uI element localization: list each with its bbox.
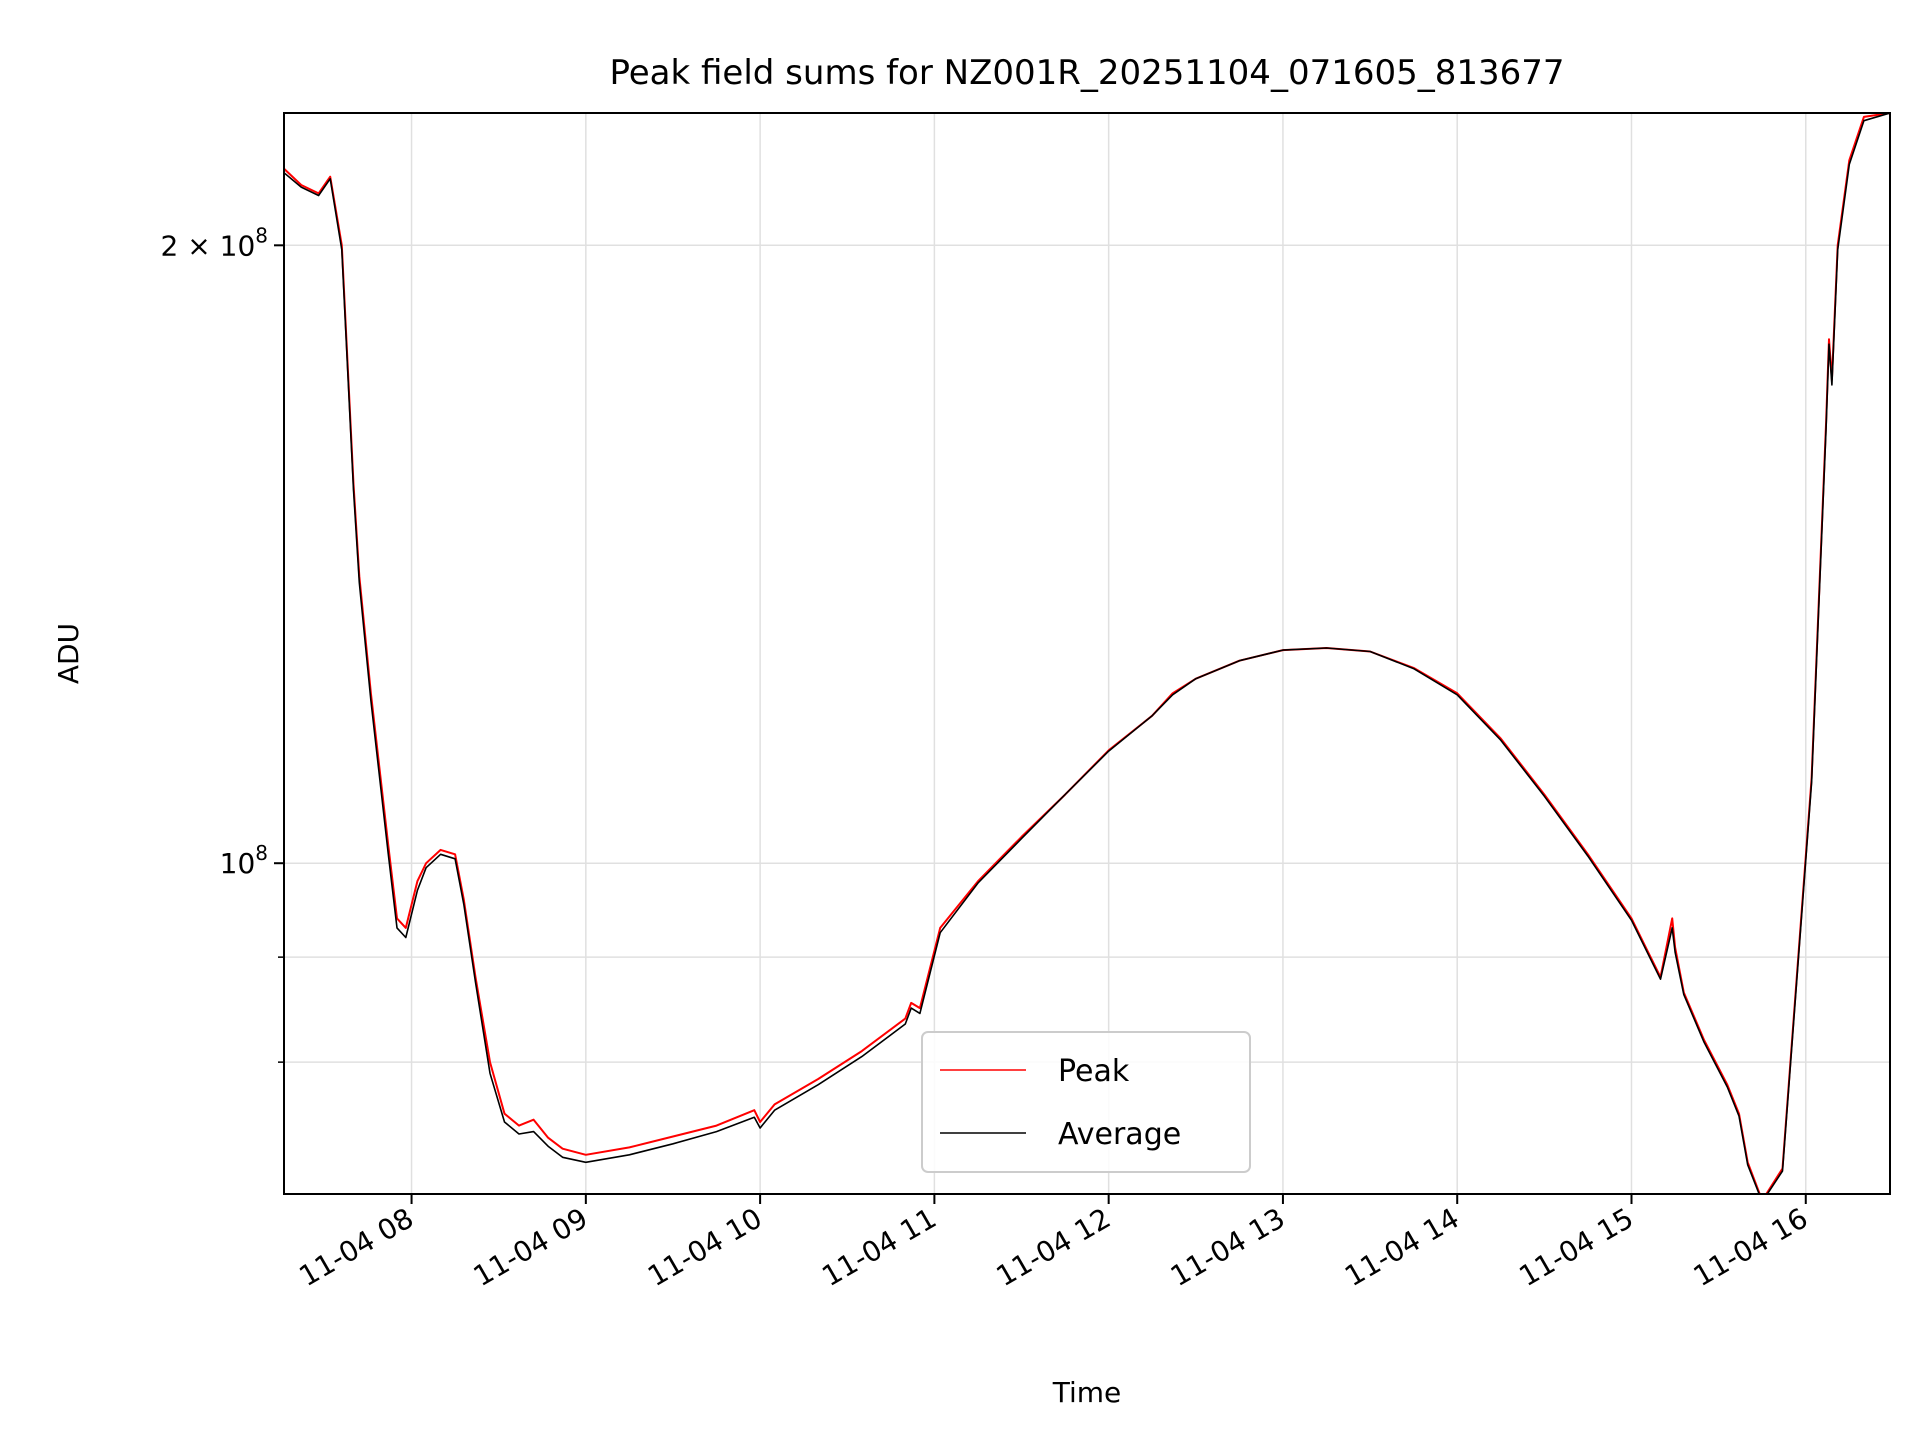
x-axis-label: Time xyxy=(1052,1376,1122,1409)
series-line-average xyxy=(284,113,1890,1194)
series-line-peak xyxy=(284,113,1890,1194)
axes-frame xyxy=(283,112,1891,1195)
legend-box xyxy=(921,1031,1251,1173)
chart-title: Peak field sums for NZ001R_20251104_0716… xyxy=(609,53,1564,93)
y-axis-label: ADU xyxy=(52,623,85,684)
legend-label-average: Average xyxy=(1058,1117,1181,1152)
y-tick-label: 2 × 108 xyxy=(161,223,268,262)
legend: Peak Average xyxy=(921,1031,1251,1173)
series-layer xyxy=(284,113,1890,1194)
y-tick-label: 108 xyxy=(220,841,268,880)
legend-label-peak: Peak xyxy=(1058,1054,1130,1089)
grid xyxy=(284,113,1890,1194)
